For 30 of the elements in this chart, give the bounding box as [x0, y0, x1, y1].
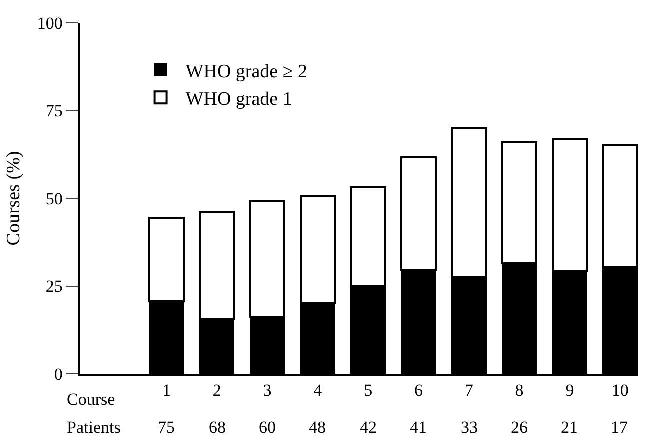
- x-tick-label: 5: [364, 381, 373, 400]
- legend-label: WHO grade ≥ 2: [186, 61, 308, 82]
- text: 33: [461, 418, 478, 437]
- y-tick-label: 50: [46, 189, 63, 208]
- x-tick-label: 4: [314, 381, 323, 400]
- text: 60: [259, 418, 276, 437]
- text: 17: [611, 418, 628, 437]
- x-axis-title: Course: [67, 390, 116, 409]
- y-tick-label: 25: [46, 277, 63, 296]
- text: 68: [209, 418, 226, 437]
- y-tick-label: 0: [54, 364, 63, 384]
- x-tick-label: 9: [566, 381, 574, 400]
- x-tick-label: 6: [414, 381, 423, 400]
- x-tick-label: 2: [212, 381, 222, 400]
- x-tick-label: 3: [263, 381, 272, 400]
- y-tick-label: 75: [46, 102, 63, 121]
- text: Patients: [67, 418, 121, 437]
- x-tick-label: 10: [612, 381, 629, 400]
- text: 48: [309, 418, 326, 437]
- text: 21: [561, 418, 578, 437]
- y-tick-label: 100: [37, 14, 63, 33]
- y-axis-title: Courses (%): [4, 151, 25, 246]
- text: 41: [410, 418, 427, 437]
- text: 75: [158, 418, 175, 437]
- x-tick-label: 7: [464, 381, 474, 400]
- text: 26: [511, 418, 528, 437]
- x-tick-label: 8: [515, 381, 524, 400]
- legend-label: WHO grade 1: [186, 89, 292, 110]
- x-tick-label: 1: [162, 381, 171, 400]
- text: 42: [360, 418, 377, 437]
